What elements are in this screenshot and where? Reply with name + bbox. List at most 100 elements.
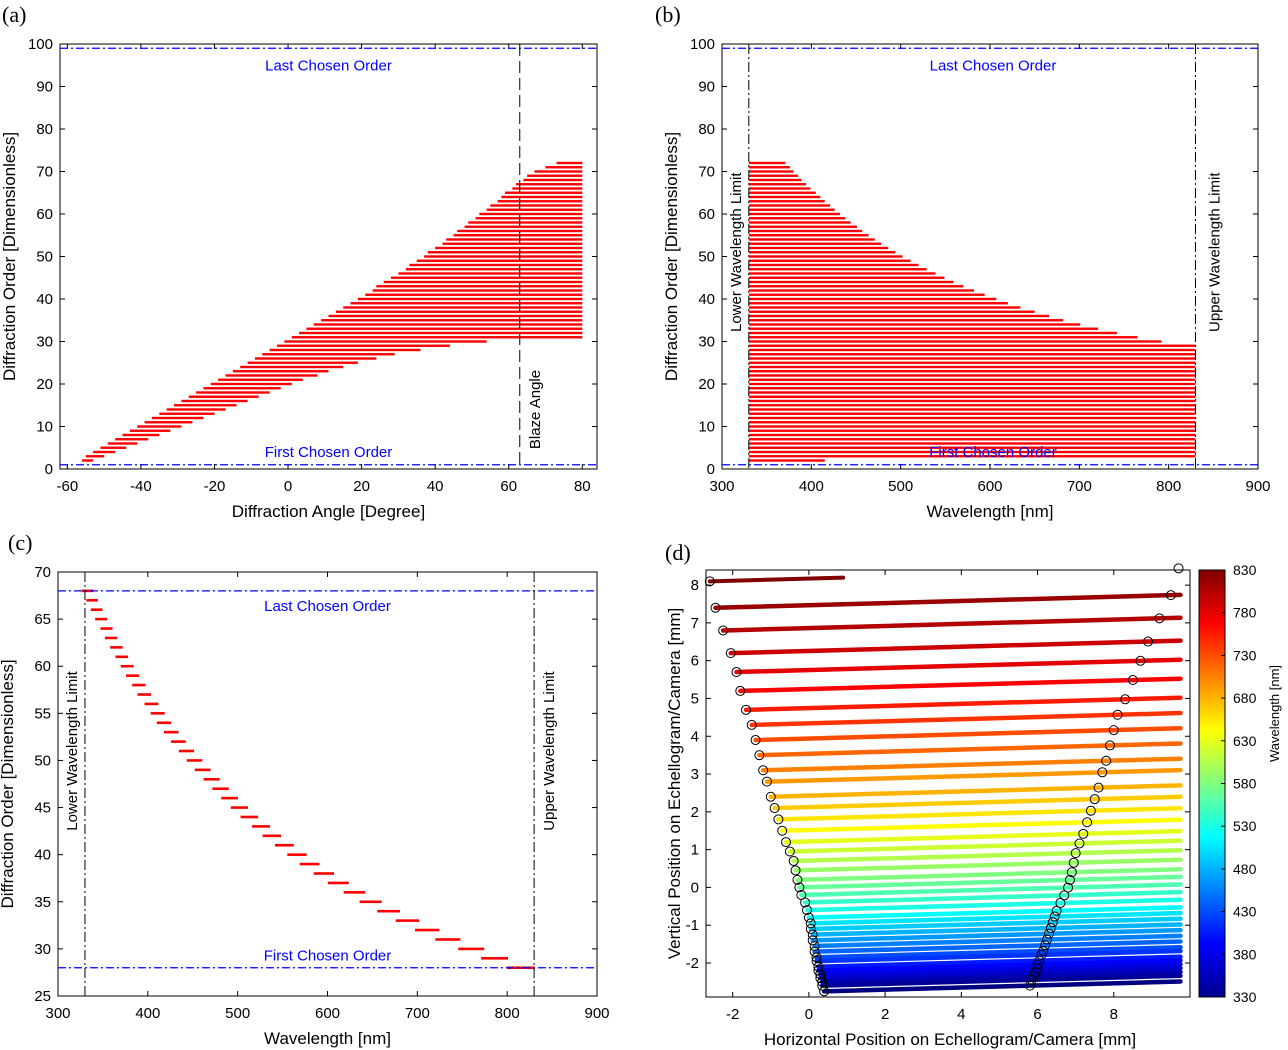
panel-d-order-line [802, 889, 1183, 905]
panel-d-axes: -2 0 2 4 6 8 -2 -1 0 1 2 3 4 5 6 7 8 [686, 569, 1191, 1023]
panel-c-upper-limit-label: Upper Wavelength Limit [541, 670, 558, 830]
panel-a-y-tick-label: 40 [36, 291, 53, 308]
panel-d-right-marker [1127, 675, 1138, 686]
panel-b-order-bar [748, 187, 811, 190]
panel-c-order-bar [252, 825, 271, 828]
panel-d-left-marker [731, 667, 742, 678]
panel-b-order-bar [748, 302, 1008, 305]
panel-b-order-bar [748, 251, 896, 254]
panel-a-order-bar [427, 251, 583, 254]
panel-a-order-bar [85, 455, 105, 458]
panel-c-y-tick-label: 30 [34, 941, 51, 958]
panel-b-order-bar [748, 314, 1049, 318]
panel-c-bars [81, 589, 535, 970]
panel-c-x-tick-label: 300 [45, 1005, 70, 1022]
panel-b-order-bar [748, 323, 1081, 326]
panel-d-order-line [814, 944, 1183, 960]
panel-a-order-bar [453, 234, 583, 237]
panel-d-colorbar-tick-label: 730 [1233, 647, 1257, 663]
panel-c-order-bar [343, 891, 366, 894]
panel-b-order-bar [748, 416, 1196, 420]
panel-a-y-tick-label: 10 [36, 419, 53, 436]
panel-d-right-marker [1049, 911, 1060, 922]
panel-d-right-marker [1051, 905, 1062, 916]
panel-d-right-marker [1093, 782, 1104, 793]
panel-a-axes: -60 -40 -20 0 20 40 60 80 0 10 20 30 40 50 60 70 80 90 100 [28, 36, 598, 495]
panel-d-right-marker [1036, 949, 1047, 960]
panel-b-y-tick-label: 100 [690, 36, 715, 53]
panel-b-axes: 300 400 500 600 700 800 900 0 10 20 30 40 50 60 70 80 90… [690, 36, 1271, 495]
panel-b-order-bar [748, 225, 857, 228]
panel-c-order-bar [115, 655, 129, 659]
panel-a-order-bar [174, 404, 237, 407]
panel-d-x-tick-label: 0 [805, 1006, 813, 1023]
panel-b-order-bar [748, 348, 1196, 352]
panel-d-right-marker [1047, 917, 1058, 928]
panel-c-order-bar [86, 598, 98, 602]
panel-d-colorbar-tick-label: 330 [1233, 989, 1257, 1005]
panel-b-order-bar [748, 387, 1196, 390]
panel-d-x-tick-label: 4 [957, 1006, 965, 1023]
panel-c-y-axis-label: Diffraction Order [Dimensionless] [0, 659, 17, 908]
panel-d-y-tick-label: 2 [691, 804, 699, 821]
panel-c-order-bar [377, 909, 400, 913]
panel-c-x-tick-label: 400 [135, 1005, 160, 1022]
panel-d-order-line [819, 973, 1183, 988]
panel-d-order-line [818, 962, 1183, 977]
panel-b-order-bar [748, 204, 831, 207]
panel-b-order-bar [748, 421, 1196, 424]
panel-d-y-tick-label: 8 [691, 577, 699, 594]
panel-b-y-tick-label: 60 [698, 206, 715, 223]
panel-d-left-marker [807, 935, 818, 946]
panel-a-order-bar [490, 204, 583, 207]
panel-d-left-marker [777, 825, 788, 836]
panel-c-order-bar [110, 646, 123, 649]
panel-d-colorbar-tick-label: 580 [1233, 776, 1257, 792]
panel-a-y-tick-label: 80 [36, 121, 53, 138]
panel-c-order-bar [299, 862, 320, 866]
panel-d-y-tick-label: -2 [686, 955, 699, 972]
panel-a-order-bar [516, 183, 583, 186]
panel-b-order-bar [748, 429, 1196, 432]
panel-d-colorbar-tick-label: 780 [1233, 605, 1257, 621]
panel-d-right-marker [1108, 725, 1119, 736]
panel-a-order-bar [424, 255, 583, 258]
panel-a-x-axis-label: Diffraction Angle [Degree] [232, 502, 425, 521]
panel-b-order-bar [748, 263, 919, 267]
panel-a-y-tick-label: 100 [28, 36, 53, 53]
panel-d-right-marker [1068, 857, 1079, 868]
panel-d-order-line [768, 783, 1183, 799]
panel-d-order-line [787, 838, 1183, 854]
panel-d-order-line [753, 725, 1183, 743]
panel-b-x-tick-label: 300 [709, 478, 734, 495]
panel-b-order-bar [748, 370, 1196, 373]
panel-c-order-bar [137, 693, 151, 696]
panel-d-order-line [728, 638, 1183, 656]
panel-c-order-bar [203, 777, 220, 781]
panel-c-x-tick-label: 500 [225, 1005, 250, 1022]
panel-b-order-bar [748, 399, 1196, 403]
panel-d-left-marker [746, 719, 757, 730]
panel-d-right-marker [1063, 882, 1074, 893]
panel-d-y-tick-label: 5 [691, 690, 699, 707]
panel-c-order-bar [163, 730, 179, 734]
panel-c-order-bar [150, 712, 165, 715]
panel-d-right-marker [1040, 940, 1051, 951]
panel-b-order-bar [748, 412, 1196, 415]
panel-d-order-line [804, 897, 1183, 913]
panel-d-order-line [816, 958, 1183, 973]
panel-d-colorbar-ticks: 330 380 430 480 530 580 630 680 730 780 830 [1221, 562, 1257, 1005]
panel-a-order-bar [151, 416, 204, 420]
panel-b-order-bar [748, 319, 1064, 322]
panel-d-right-marker [1173, 563, 1184, 574]
panel-b-order-bar [748, 280, 954, 284]
panel-a-order-bar [475, 217, 583, 220]
panel-d-order-line [814, 948, 1183, 964]
panel-b-order-bar [748, 336, 1138, 339]
panel-a-order-bar [269, 348, 421, 352]
panel-d-plot-frame [705, 569, 1191, 998]
panel-d-right-marker [1045, 923, 1056, 934]
panel-d-right-marker [1043, 928, 1054, 939]
panel-d-order-line [779, 817, 1183, 833]
panel-a-order-bar [357, 297, 583, 301]
